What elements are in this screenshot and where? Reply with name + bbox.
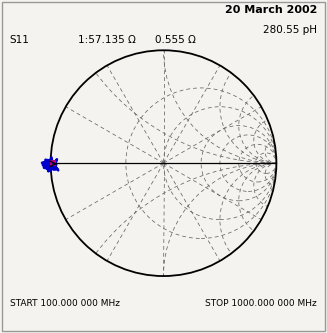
Text: S11: S11 [10, 35, 30, 45]
Text: 20 March 2002: 20 March 2002 [225, 5, 317, 15]
Text: 280.55 pH: 280.55 pH [263, 25, 317, 35]
Text: 1:57.135 Ω: 1:57.135 Ω [78, 35, 136, 45]
Text: 0.555 Ω: 0.555 Ω [155, 35, 196, 45]
Text: STOP 1000.000 000 MHz: STOP 1000.000 000 MHz [205, 299, 317, 308]
Text: START 100.000 000 MHz: START 100.000 000 MHz [10, 299, 120, 308]
